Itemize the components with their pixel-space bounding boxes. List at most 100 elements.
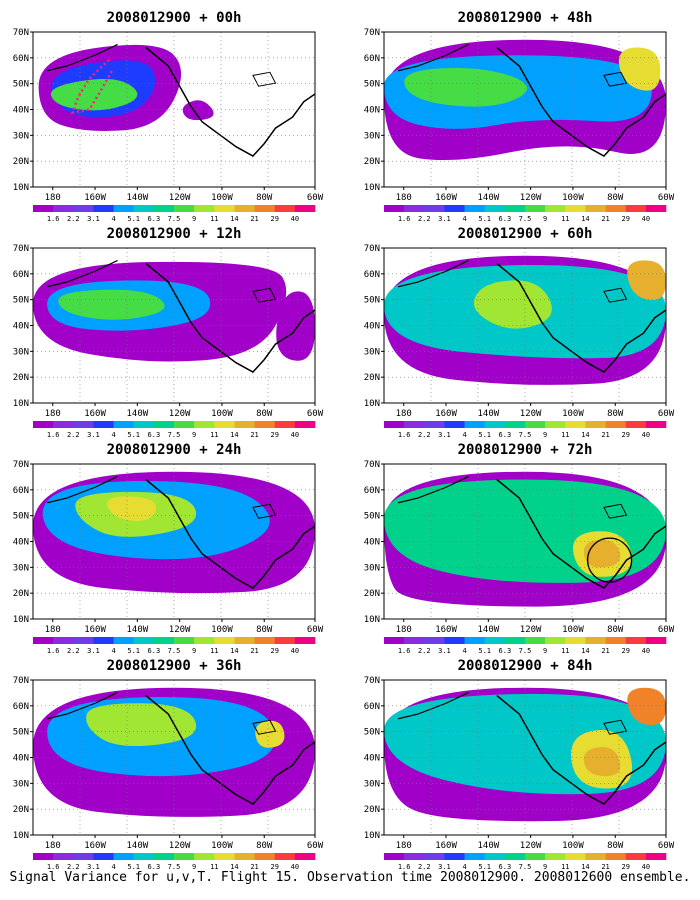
colorbar-label: 5.1 [478,431,491,439]
map-panel-p72: 2008012900 + 72h 70N 60N 50N 40N 30N 20N 10N 180… [364,442,675,655]
colorbar-label: 7.5 [168,647,181,655]
colorbar-label: 3.1 [438,215,451,223]
colorbar-swatch [585,421,606,428]
colorbar-label: 21 [601,647,609,655]
colorbar-label: 14 [581,863,589,870]
colorbar-label: 21 [601,863,609,870]
lon-label: 160W [84,409,106,419]
colorbar-label: 9 [192,863,196,870]
lon-label: 120W [520,625,542,635]
lat-label: 10N [364,831,380,841]
colorbar-swatch [153,637,175,644]
colorbar-label: 4 [111,431,115,439]
lat-label: 40N [364,322,380,332]
colorbar-label: 29 [621,863,629,870]
lat-label: 10N [13,615,29,625]
map-panel-p24: 2008012900 + 24h 70N 60N 50N 40N 30N 20N 10N 180… [13,442,324,655]
colorbar-swatch [464,853,486,860]
colorbar-label: 7.5 [168,215,181,223]
lat-label: 10N [364,183,380,193]
great-lakes [252,287,277,303]
lat-label: 70N [364,676,380,686]
colorbar-label: 6.3 [499,215,512,223]
lon-label: 140W [126,409,148,419]
colorbar-swatch [384,205,405,212]
colorbar-swatch [484,853,506,860]
lat-label: 20N [364,373,380,383]
colorbar-swatch [153,853,175,860]
colorbar-swatch [545,205,566,212]
lat-label: 30N [13,779,29,789]
lat-label: 50N [364,512,380,522]
lon-label: 180 [45,625,61,635]
lon-label: 180 [396,841,412,851]
colorbar-swatch [214,853,235,860]
lon-label: 80W [256,409,273,419]
colorbar-swatch [545,637,566,644]
colorbar-swatch [565,205,586,212]
variance-contour [627,260,666,301]
great-lakes [252,719,277,735]
colorbar-swatch [404,853,425,860]
colorbar-swatch [113,205,135,212]
lat-label: 50N [364,80,380,90]
colorbar-swatch [384,637,405,644]
panel-title: 2008012900 + 00h [107,10,242,26]
lat-label: 40N [13,106,29,116]
colorbar-label: 9 [192,215,196,223]
colorbar-swatch [274,853,296,860]
colorbar-swatch [194,205,215,212]
colorbar-label: 21 [250,647,258,655]
colorbar-label: 40 [291,431,299,439]
lat-label: 70N [364,244,380,254]
lat-label: 60N [13,486,29,496]
colorbar-swatch [33,421,54,428]
colorbar-swatch [424,205,445,212]
lon-label: 140W [126,193,148,203]
colorbar-swatch [33,205,54,212]
colorbar-label: 6.3 [148,863,161,870]
variance-contour [50,79,138,111]
lon-label: 180 [396,625,412,635]
lat-label: 70N [13,244,29,254]
coastline [397,43,469,72]
lon-label: 140W [477,409,499,419]
highlight-circle [586,537,633,583]
lon-label: 60W [658,841,675,851]
colorbar-label: 3.1 [87,431,100,439]
colorbar-swatch [73,637,94,644]
colorbar-label: 21 [250,215,258,223]
lat-label: 40N [13,538,29,548]
colorbar-label: 11 [210,863,218,870]
lat-label: 20N [13,805,29,815]
colorbar-label: 9 [543,863,547,870]
figure-caption: Signal Variance for u,v,T. Flight 15. Ob… [9,870,691,885]
colorbar-swatch [424,421,445,428]
lon-label: 80W [256,625,273,635]
colorbar-swatch [254,205,276,212]
lon-label: 60W [307,409,324,419]
coastline [145,46,315,157]
lat-label: 10N [13,183,29,193]
colorbar-swatch [294,421,316,428]
colorbar-swatch [525,421,546,428]
colorbar-swatch [73,205,94,212]
lon-label: 140W [477,625,499,635]
lon-label: 100W [211,193,233,203]
lon-label: 160W [84,625,106,635]
colorbar-label: 14 [230,431,238,439]
lon-label: 160W [435,409,457,419]
colorbar-swatch [133,421,155,428]
colorbar-swatch [545,853,566,860]
colorbar-label: 11 [210,647,218,655]
lon-label: 120W [169,409,191,419]
lat-label: 50N [364,728,380,738]
lon-label: 100W [211,409,233,419]
colorbar-label: 4 [462,215,466,223]
colorbar-swatch [525,205,546,212]
panel-title: 2008012900 + 60h [458,226,593,242]
colorbar-label: 1.6 [398,863,411,870]
colorbar-swatch [53,421,74,428]
colorbar-label: 9 [192,431,196,439]
colorbar-label: 9 [543,647,547,655]
